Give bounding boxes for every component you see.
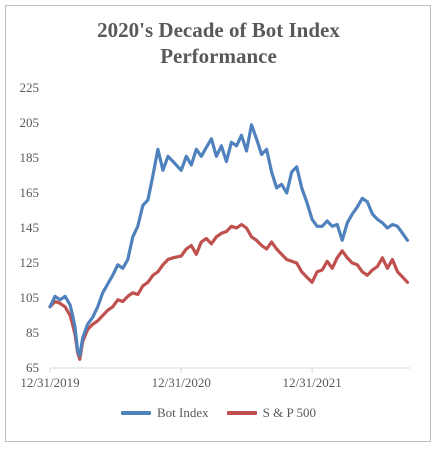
y-tick-label: 165 <box>20 185 40 200</box>
x-tick-label: 12/31/2021 <box>282 375 341 390</box>
legend-label-sp500: S & P 500 <box>262 405 316 420</box>
legend-item-bot-index: Bot Index <box>121 405 209 421</box>
series-line-sp500 <box>48 222 410 361</box>
legend: Bot Index S & P 500 <box>0 405 437 421</box>
chart-title-line2: Performance <box>160 44 277 68</box>
legend-swatch-sp500 <box>226 411 257 415</box>
y-tick-label: 85 <box>26 325 39 340</box>
legend-swatch-bot-index <box>121 411 151 415</box>
legend-item-sp500: S & P 500 <box>226 405 316 421</box>
y-tick-label: 205 <box>20 115 40 130</box>
y-tick-label: 105 <box>20 290 40 305</box>
x-tick-label: 12/31/2019 <box>20 375 79 390</box>
y-axis: 65 85 105 125 145 165 185 205 225 <box>20 80 40 375</box>
series-line-bot-index <box>48 123 410 358</box>
y-tick-label: 145 <box>20 220 40 235</box>
x-axis: 12/31/2019 12/31/2020 12/31/2021 <box>20 367 410 390</box>
y-tick-label: 125 <box>20 255 40 270</box>
y-tick-label: 225 <box>20 80 40 95</box>
chart-title-line1: 2020's Decade of Bot Index <box>97 18 340 42</box>
chart-frame <box>5 5 431 442</box>
legend-label-bot-index: Bot Index <box>157 405 209 420</box>
plot-area <box>48 123 410 361</box>
y-tick-label: 65 <box>26 360 39 375</box>
y-tick-label: 185 <box>20 150 40 165</box>
chart-title: 2020's Decade of Bot Index Performance <box>0 17 437 69</box>
x-tick-label: 12/31/2020 <box>152 375 211 390</box>
